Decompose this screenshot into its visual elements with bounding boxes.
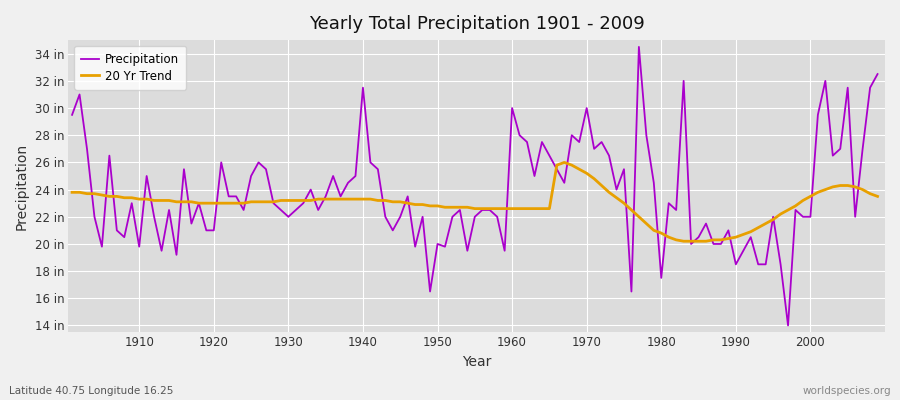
20 Yr Trend — [507, 206, 517, 211]
Text: worldspecies.org: worldspecies.org — [803, 386, 891, 396]
Legend: Precipitation, 20 Yr Trend: Precipitation, 20 Yr Trend — [75, 46, 186, 90]
20 Yr Trend — [335, 197, 346, 202]
Precipitation — [872, 72, 883, 76]
20 Yr Trend — [679, 239, 689, 244]
Line: Precipitation: Precipitation — [72, 47, 878, 326]
Y-axis label: Precipitation: Precipitation — [15, 143, 29, 230]
Precipitation — [783, 323, 794, 328]
Precipitation — [500, 248, 510, 253]
Precipitation — [67, 112, 77, 117]
Precipitation — [507, 106, 517, 110]
Text: Latitude 40.75 Longitude 16.25: Latitude 40.75 Longitude 16.25 — [9, 386, 174, 396]
Precipitation — [634, 44, 644, 49]
Precipitation — [335, 194, 346, 199]
20 Yr Trend — [291, 198, 302, 203]
Precipitation — [126, 201, 137, 206]
20 Yr Trend — [872, 194, 883, 199]
Title: Yearly Total Precipitation 1901 - 2009: Yearly Total Precipitation 1901 - 2009 — [309, 15, 644, 33]
20 Yr Trend — [559, 160, 570, 165]
20 Yr Trend — [500, 206, 510, 211]
20 Yr Trend — [126, 195, 137, 200]
Precipitation — [291, 208, 302, 212]
X-axis label: Year: Year — [462, 355, 491, 369]
Line: 20 Yr Trend: 20 Yr Trend — [72, 162, 878, 241]
Precipitation — [596, 140, 607, 144]
20 Yr Trend — [67, 190, 77, 195]
20 Yr Trend — [604, 190, 615, 195]
